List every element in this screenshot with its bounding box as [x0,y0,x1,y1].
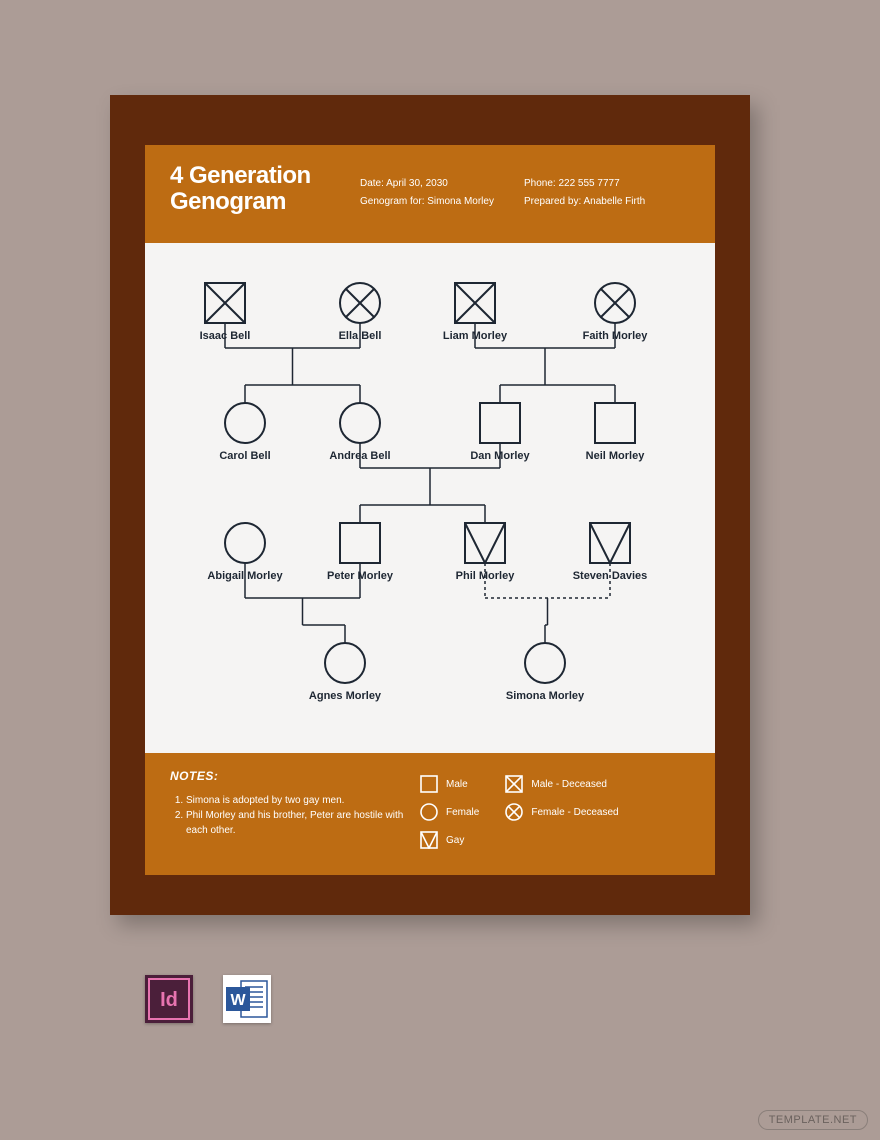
app-icons-row: Id W [145,975,271,1023]
node-label: Liam Morley [443,330,508,342]
header-band: 4 Generation Genogram Date: April 30, 20… [145,145,715,243]
indesign-icon: Id [145,975,193,1023]
genogram-svg: Isaac Bell Ella Bell Liam Morley Faith Morl… [145,243,715,753]
meta-date: Date: April 30, 2030 [360,175,494,193]
genogram-node: Steven Davies [573,523,648,582]
genogram-node: Abigail Morley [207,523,283,582]
node-label: Simona Morley [506,690,585,702]
notes-section: NOTES: Simona is adopted by two gay men.… [170,769,420,859]
legend: Male Female Gay Male - Deceased Female - De… [420,769,619,859]
node-label: Carol Bell [219,450,270,462]
title-line-2: Genogram [170,188,286,215]
node-label: Phil Morley [456,570,516,582]
page-inner: 4 Generation Genogram Date: April 30, 20… [145,145,715,875]
title-line-1: 4 Generation [170,162,311,189]
genogram-node: Ella Bell [339,283,382,342]
legend-item: Female [420,803,479,821]
node-label: Peter Morley [327,570,394,582]
node-label: Faith Morley [583,330,649,342]
legend-col-2: Male - Deceased Female - Deceased [505,775,618,859]
genogram-node: Faith Morley [583,283,649,342]
notes-item: Simona is adopted by two gay men. [186,793,420,808]
word-label: W [230,992,246,1009]
genogram-diagram: Isaac Bell Ella Bell Liam Morley Faith Morl… [145,243,715,753]
notes-item: Phil Morley and his brother, Peter are h… [186,808,420,838]
page-frame: 4 Generation Genogram Date: April 30, 20… [110,95,750,915]
node-label: Agnes Morley [309,690,382,702]
legend-item: Gay [420,831,479,849]
legend-item: Male - Deceased [505,775,618,793]
document-title: 4 Generation Genogram [170,163,360,225]
legend-item: Male [420,775,479,793]
legend-label: Male - Deceased [531,779,607,790]
genogram-node: Neil Morley [586,403,646,462]
node-label: Neil Morley [586,450,646,462]
meta-prepared: Prepared by: Anabelle Firth [524,193,645,211]
node-label: Dan Morley [470,450,530,462]
legend-label: Male [446,779,468,790]
legend-label: Female [446,807,479,818]
legend-col-1: Male Female Gay [420,775,479,859]
node-label: Ella Bell [339,330,382,342]
genogram-node: Dan Morley [470,403,530,462]
genogram-node: Liam Morley [443,283,508,342]
watermark: TEMPLATE.NET [758,1110,868,1130]
genogram-node: Phil Morley [456,523,516,582]
legend-item: Female - Deceased [505,803,618,821]
header-meta: Date: April 30, 2030 Genogram for: Simon… [360,163,645,225]
node-label: Steven Davies [573,570,648,582]
genogram-node: Peter Morley [327,523,394,582]
word-icon: W [223,975,271,1023]
legend-label: Female - Deceased [531,807,618,818]
genogram-node: Agnes Morley [309,643,382,702]
legend-label: Gay [446,835,464,846]
meta-col-1: Date: April 30, 2030 Genogram for: Simon… [360,175,494,225]
indesign-label: Id [160,989,178,1011]
genogram-node: Isaac Bell [200,283,251,342]
node-label: Andrea Bell [329,450,390,462]
notes-heading: NOTES: [170,769,420,783]
notes-band: NOTES: Simona is adopted by two gay men.… [145,753,715,875]
meta-for: Genogram for: Simona Morley [360,193,494,211]
meta-phone: Phone: 222 555 7777 [524,175,645,193]
meta-col-2: Phone: 222 555 7777 Prepared by: Anabell… [524,175,645,225]
genogram-node: Simona Morley [506,643,585,702]
notes-list: Simona is adopted by two gay men.Phil Mo… [170,793,420,838]
genogram-node: Andrea Bell [329,403,390,462]
node-label: Abigail Morley [207,570,283,582]
node-label: Isaac Bell [200,330,251,342]
genogram-node: Carol Bell [219,403,270,462]
